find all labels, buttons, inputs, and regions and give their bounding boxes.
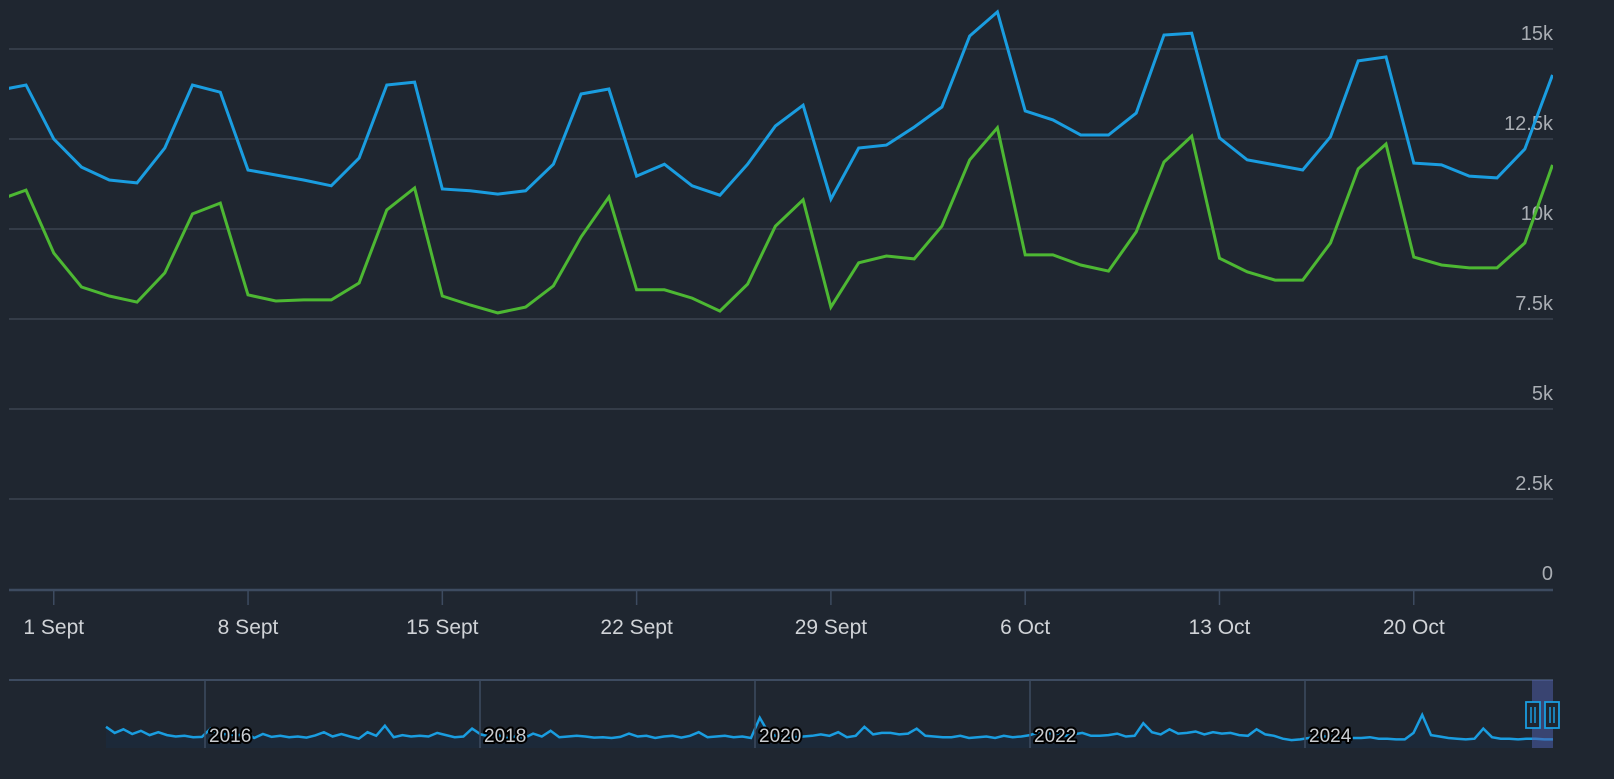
y-tick-label: 10k	[1521, 203, 1554, 225]
y-tick-label: 5k	[1532, 383, 1554, 405]
x-tick-label: 8 Sept	[218, 616, 279, 639]
series-lines	[0, 9, 1553, 315]
x-tick-label: 15 Sept	[406, 616, 479, 639]
drag-handle-icon[interactable]	[1525, 701, 1541, 729]
x-axis: 1 Sept 8 Sept 15 Sept 22 Sept 29 Sept 6 Oct 13…	[9, 588, 1553, 639]
navigator-year-label: 2016	[209, 726, 251, 747]
navigator-series-line	[105, 711, 1553, 742]
navigator-year-label: 2022	[1034, 726, 1076, 747]
y-tick-label: 15k	[1521, 23, 1554, 45]
y-axis-labels: 0 2.5k 5k 7.5k 10k 12.5k 15k	[1504, 23, 1554, 585]
x-tick-label: 22 Sept	[600, 616, 673, 639]
drag-handle-icon[interactable]	[1544, 701, 1560, 729]
navigator-right-handle[interactable]	[1544, 701, 1560, 729]
x-tick-label: 6 Oct	[1000, 616, 1050, 639]
y-tick-label: 0	[1542, 563, 1553, 585]
y-tick-label: 7.5k	[1515, 293, 1554, 315]
series-line-2[interactable]	[0, 124, 1553, 315]
navigator[interactable]: 2016 2018 2020 2022 2024	[9, 679, 1560, 749]
y-tick-label: 2.5k	[1515, 473, 1554, 495]
x-tick-label: 13 Oct	[1189, 616, 1251, 639]
navigator-area	[106, 714, 1553, 748]
x-tick-label: 1 Sept	[23, 616, 84, 639]
x-tick-label: 29 Sept	[795, 616, 868, 639]
x-tick-label: 20 Oct	[1383, 616, 1445, 639]
navigator-year-label: 2020	[759, 726, 801, 747]
y-tick-label: 12.5k	[1504, 113, 1554, 135]
navigator-left-handle[interactable]	[1525, 701, 1541, 729]
series-line-1[interactable]	[0, 9, 1553, 203]
navigator-year-label: 2024	[1309, 726, 1352, 747]
navigator-selection[interactable]	[1532, 680, 1553, 748]
navigator-year-label: 2018	[484, 726, 526, 747]
gridlines	[9, 48, 1553, 500]
